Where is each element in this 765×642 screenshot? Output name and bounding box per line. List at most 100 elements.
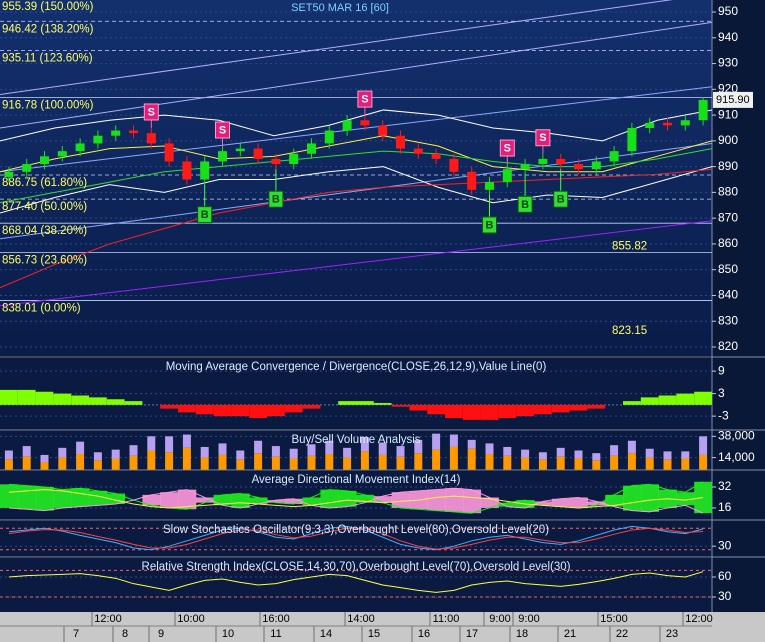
rsi-panel (0, 558, 712, 612)
signal-label: B (201, 209, 209, 221)
di-spread (71, 488, 90, 507)
signal-box (535, 129, 551, 147)
volume-bar (414, 439, 423, 454)
volume-bar (538, 459, 547, 470)
volume-bar (58, 447, 67, 458)
volume-bar (254, 440, 263, 454)
last-price-label: 915.90 (716, 94, 750, 106)
volume-bar (485, 443, 494, 455)
bar (551, 404, 570, 413)
volume-bar (76, 454, 85, 470)
di-spread (284, 498, 304, 505)
signal-box (268, 190, 284, 208)
candle-body (467, 171, 477, 190)
signal-label: B (272, 194, 280, 206)
volume-bar (147, 450, 156, 470)
bar (498, 404, 517, 418)
fib-label: 856.73 (23.60%) (2, 254, 87, 266)
volume-bar (432, 433, 441, 450)
signal-label: S (219, 124, 226, 136)
volume-bar (236, 459, 245, 470)
di-spread (249, 497, 268, 505)
volume-bar (627, 453, 636, 470)
time-label: 14:00 (347, 613, 375, 625)
bar (694, 391, 712, 405)
y-tick-label: 890 (718, 159, 738, 173)
y-tick-label: 840 (718, 288, 738, 302)
volume-bar (556, 456, 565, 470)
bar (267, 404, 285, 417)
panel-title: Slow Stochastics Oscillator(9,3,3),Overb… (163, 524, 549, 536)
di-spread (534, 501, 553, 506)
bar (249, 404, 267, 418)
di-spread (391, 492, 410, 508)
di-spread (106, 493, 126, 505)
candle-body (342, 120, 352, 131)
bar (338, 401, 356, 405)
price-label: 855.82 (612, 241, 647, 253)
indicator-line (8, 571, 704, 593)
volume-bar (378, 454, 387, 470)
volume-bar (325, 454, 334, 470)
day-label: 9 (158, 628, 164, 640)
candle-body (57, 151, 67, 157)
panel-plot (0, 370, 712, 420)
main-panel (0, 0, 712, 356)
volume-bar (449, 434, 458, 447)
candle-body (4, 171, 14, 177)
indicator-line (8, 527, 704, 550)
di-spread (623, 485, 642, 511)
di-spread (373, 496, 393, 503)
signal-box (197, 206, 213, 224)
candle-body (182, 161, 192, 180)
di-spread (267, 500, 286, 503)
volume-bar (218, 443, 227, 455)
signal-box (215, 121, 230, 139)
time-axis (0, 612, 765, 642)
bar (0, 389, 18, 405)
volume-bar (343, 447, 352, 458)
volume-bar (485, 454, 494, 470)
candle-body (271, 158, 281, 165)
day-label: 21 (564, 628, 576, 640)
y-tick-label: 30 (718, 589, 732, 603)
bar (587, 404, 606, 409)
candle-body (378, 125, 388, 136)
volume-bar (4, 450, 13, 460)
di-spread (676, 492, 695, 506)
y-tick-label: 820 (718, 339, 738, 353)
volume-bar (93, 452, 102, 461)
day-label: 18 (516, 628, 528, 640)
signal-label: S (361, 94, 368, 106)
panel-title: Average Directional Movement Index(14) (252, 474, 461, 486)
bar (534, 404, 552, 415)
bar (373, 403, 392, 405)
candle-body (146, 133, 156, 144)
volume-bar (40, 454, 49, 463)
volume-bar (147, 436, 156, 451)
volume-bar (432, 449, 441, 470)
bar (569, 404, 588, 411)
bar (462, 404, 481, 420)
signal-box (553, 190, 569, 208)
volume-bar (610, 445, 619, 456)
bar (516, 404, 534, 417)
y-tick-label: 940 (718, 30, 738, 44)
volume-bar (396, 446, 405, 457)
time-label: 11:00 (433, 613, 460, 625)
y-tick-label: 3 (718, 386, 725, 400)
di-spread (35, 486, 54, 511)
candle-body (289, 153, 299, 165)
di-spread (551, 498, 571, 507)
candle-body (485, 182, 494, 190)
signal-box (482, 216, 497, 234)
y-tick-label: 16 (718, 500, 732, 514)
chart-title: SET50 MAR 16 [60] (291, 2, 389, 14)
bar (213, 404, 232, 417)
signal-label: B (486, 219, 494, 231)
volume-bar (663, 451, 672, 460)
signal-box (499, 139, 515, 157)
volume-bar (58, 457, 67, 470)
y-tick-label: 60 (718, 569, 732, 583)
candle-body (520, 164, 530, 170)
